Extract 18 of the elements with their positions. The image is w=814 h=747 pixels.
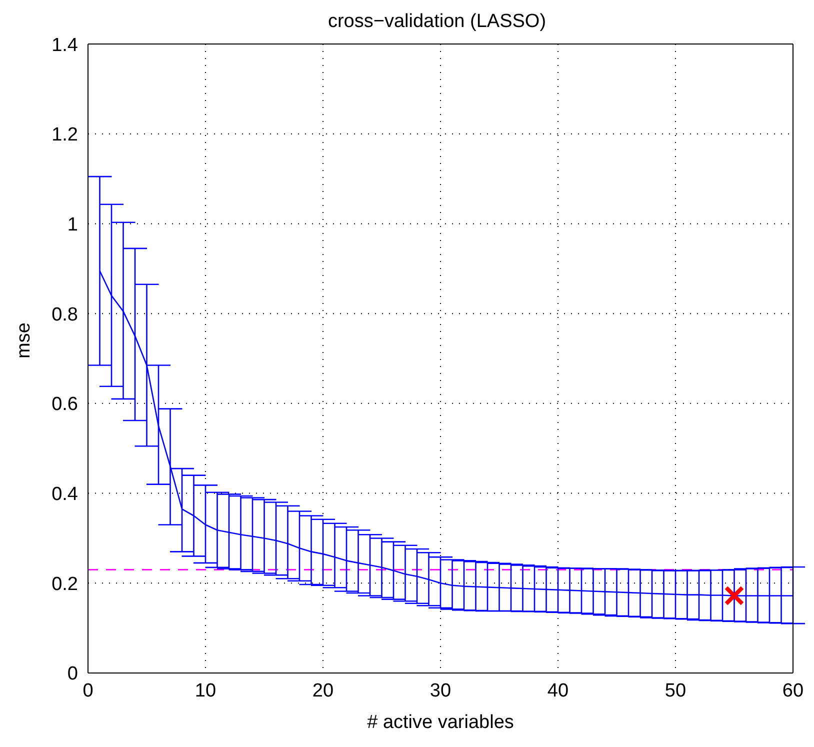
x-tick-label: 0 [82, 680, 94, 702]
y-tick-label: 0.2 [52, 574, 78, 595]
x-tick-label: 60 [782, 680, 804, 702]
x-tick-label: 40 [547, 680, 569, 702]
x-tick-label: 50 [664, 680, 686, 702]
chart-title: cross−validation (LASSO) [328, 11, 546, 32]
y-axis-title: mse [14, 322, 35, 358]
x-tick-label: 10 [194, 680, 216, 702]
y-tick-label: 0.4 [52, 484, 78, 506]
y-tick-label: 0 [67, 664, 78, 685]
y-tick-label: 1.4 [52, 34, 78, 56]
y-tick-label: 1 [67, 214, 78, 236]
x-axis-title: # active variables [367, 712, 514, 733]
y-tick-label: 0.6 [52, 394, 78, 416]
x-tick-label: 20 [312, 680, 334, 702]
x-tick-label: 30 [430, 680, 452, 702]
y-tick-label: 1.2 [52, 124, 78, 146]
y-tick-label: 0.8 [52, 304, 78, 326]
